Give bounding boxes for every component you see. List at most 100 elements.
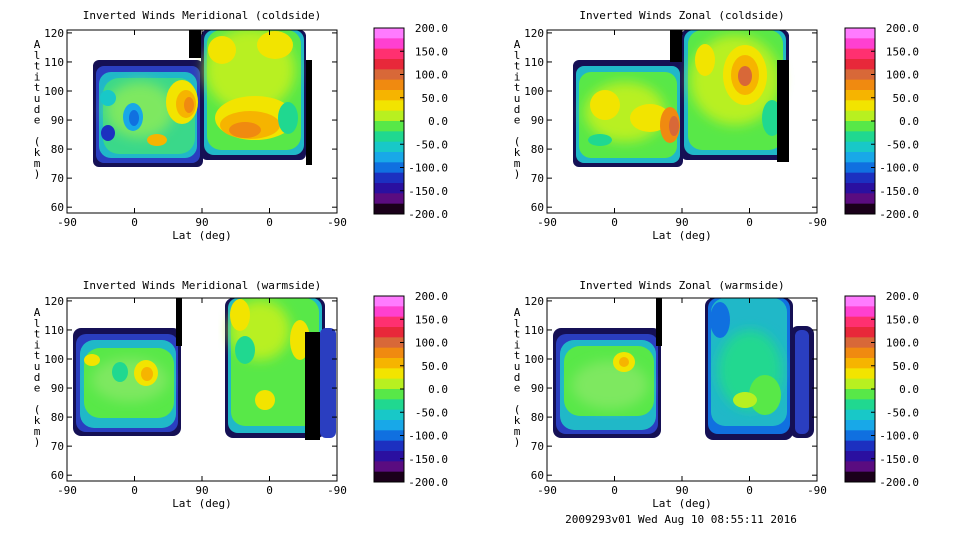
x-tick-label: -90 (327, 484, 347, 497)
colorbar-swatch (374, 461, 404, 473)
panel-meridional-warmside: Inverted Winds Meridional (warmside) (66, 279, 338, 482)
colorbar-swatch (845, 59, 875, 70)
colorbar-swatch (845, 141, 875, 153)
x-tick-label: 0 (131, 484, 138, 497)
y-axis-label-char: t (34, 328, 41, 341)
colorbar-swatch (845, 378, 875, 390)
data-region-left (73, 328, 181, 436)
colorbar-label: 100.0 (415, 69, 448, 82)
colorbar-layer: 200.0 150.0 100.0 50.0 0.0 -50.0 -100.0 -150.0 -… (373, 22, 920, 489)
colorbar-swatch (845, 38, 875, 50)
colorbar-swatch (374, 162, 404, 174)
x-tick-label: -90 (807, 216, 827, 229)
colorbar-label: 50.0 (422, 360, 449, 373)
y-axis-label-char: e (34, 382, 41, 395)
y-tick-label: 110 (524, 324, 544, 337)
x-tick-label: 0 (266, 484, 273, 497)
colorbar-swatch (845, 316, 875, 328)
y-axis-label-char: m (34, 425, 41, 438)
y-axis-label-char: u (34, 360, 41, 373)
x-tick-label: 0 (611, 216, 618, 229)
colorbar-swatch (374, 471, 404, 483)
y-tick-label: 100 (524, 353, 544, 366)
colorbar-swatch (845, 389, 875, 400)
y-axis-label-char: i (514, 70, 521, 83)
colorbar-swatch (845, 131, 875, 143)
colorbar-label: -150.0 (408, 453, 448, 466)
colorbar-swatch (374, 420, 404, 431)
y-tick-label: 90 (531, 114, 544, 127)
footer-timestamp: 2009293v01 Wed Aug 10 08:55:11 2016 (565, 513, 797, 526)
data-region-right (225, 298, 325, 438)
y-tick-label: 120 (524, 27, 544, 40)
colorbar-label: 150.0 (886, 45, 919, 58)
colorbar-swatch (845, 121, 875, 132)
colorbar-swatch (845, 203, 875, 215)
colorbar-label: 0.0 (428, 383, 448, 396)
x-axis-label: Lat (deg) (652, 229, 712, 242)
panel-title: Inverted Winds Meridional (coldside) (83, 9, 321, 22)
colorbar-swatch (374, 110, 404, 122)
y-tick-label: 70 (51, 440, 64, 453)
colorbar-label: -100.0 (408, 162, 448, 175)
y-tick-label: 60 (51, 469, 64, 482)
colorbar-swatch (374, 69, 404, 81)
y-axis-label-char: d (34, 103, 41, 116)
colorbar-swatch (374, 141, 404, 153)
y-axis-label-char: ( (34, 403, 41, 416)
colorbar-label: -150.0 (408, 185, 448, 198)
colorbar-swatch (845, 409, 875, 421)
y-axis-label-char: A (514, 38, 521, 51)
y-tick-label: 70 (51, 172, 64, 185)
colorbar-label: -150.0 (879, 453, 919, 466)
y-axis-label-char: d (514, 103, 521, 116)
y-tick-label: 110 (44, 324, 64, 337)
colorbar-swatch (845, 337, 875, 349)
y-tick-label: 70 (531, 172, 544, 185)
x-tick-label: -90 (537, 216, 557, 229)
colorbar-swatch (845, 430, 875, 442)
colorbar-label: 50.0 (893, 360, 920, 373)
y-axis-label-char: m (514, 157, 521, 170)
colorbar-label: 200.0 (886, 22, 919, 35)
colorbar-label: -50.0 (886, 138, 919, 151)
x-tick-label: 90 (195, 216, 208, 229)
colorbar-swatch (845, 471, 875, 483)
colorbar-swatch (374, 38, 404, 50)
y-axis-label-char: l (514, 49, 521, 62)
edge-strip (777, 60, 789, 162)
colorbar-swatch (374, 347, 404, 359)
sensor-gap-marker (176, 298, 182, 346)
colorbar-swatch (845, 306, 875, 318)
colorbar-swatch (845, 399, 875, 411)
x-tick-label: 0 (266, 216, 273, 229)
colorbar-label: 0.0 (899, 115, 919, 128)
y-tick-label: 90 (51, 114, 64, 127)
sensor-gap-marker (670, 30, 682, 62)
colorbar-label: 200.0 (415, 22, 448, 35)
y-axis-label-char: A (514, 306, 521, 319)
x-tick-label: 0 (746, 216, 753, 229)
colorbar-swatch (374, 28, 404, 39)
y-axis-label-char: u (514, 92, 521, 105)
y-axis-label-char: t (34, 349, 41, 362)
colorbar-label: 0.0 (899, 383, 919, 396)
colorbar-swatch (845, 90, 875, 101)
colorbar-label: -200.0 (408, 476, 448, 489)
y-axis-label-char: ) (34, 168, 41, 181)
sensor-gap-marker (189, 30, 201, 58)
colorbar-swatch (374, 131, 404, 143)
y-axis-label-char: ( (514, 403, 521, 416)
y-axis-label-char: e (34, 114, 41, 127)
y-axis-label-char: t (514, 60, 521, 73)
colorbar-swatch (845, 358, 875, 369)
colorbar-swatch (845, 172, 875, 184)
panel-zonal-coldside: Inverted Winds Zonal (coldside) (546, 9, 818, 214)
colorbar-label: 200.0 (415, 290, 448, 303)
x-tick-label: 0 (746, 484, 753, 497)
colorbar-swatch (374, 368, 404, 380)
x-tick-label: 0 (611, 484, 618, 497)
colorbar-label: -100.0 (408, 430, 448, 443)
colorbar-swatch (374, 121, 404, 132)
